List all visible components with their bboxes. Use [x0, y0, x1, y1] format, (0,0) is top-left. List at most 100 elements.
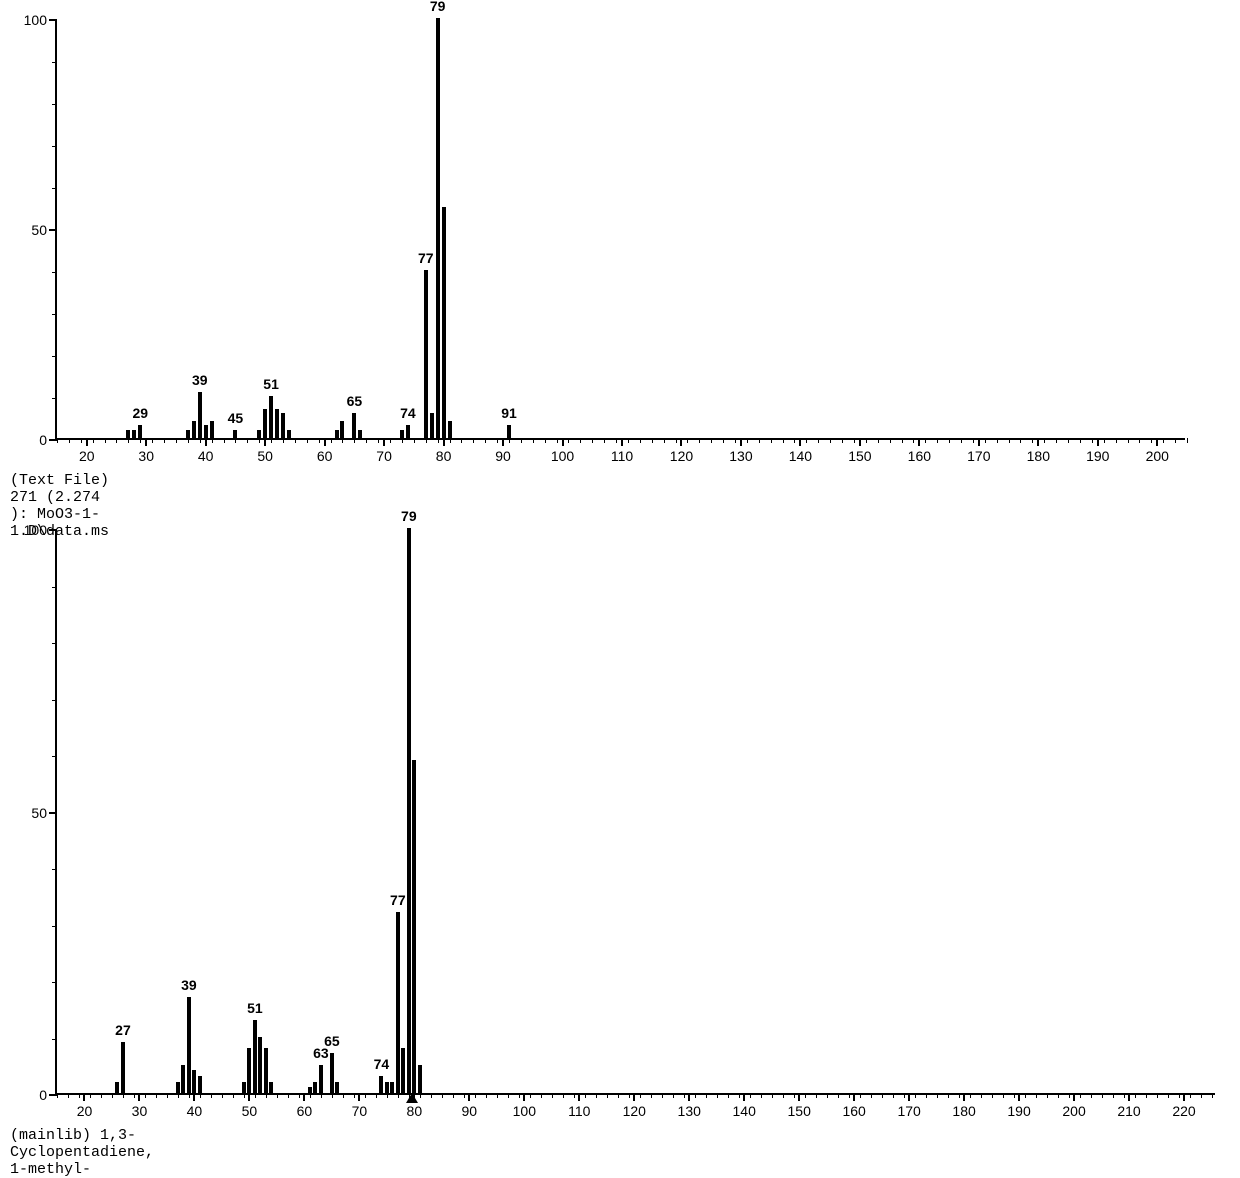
y-tick-label: 100 [24, 12, 47, 28]
x-tick-minor [310, 1093, 311, 1098]
x-tick-minor [1020, 438, 1021, 443]
x-tick-minor [332, 1093, 333, 1098]
x-tick-minor [1047, 1093, 1048, 1098]
x-tick-minor [167, 1093, 168, 1098]
top-plot-area: 0501002030405060708090100110120130140150… [55, 20, 1185, 440]
x-tick-minor [283, 438, 284, 443]
spectrum-peak [379, 1076, 383, 1093]
spectrum-peak [281, 413, 285, 438]
x-tick-minor [1163, 438, 1164, 443]
x-tick-minor [771, 438, 772, 443]
x-tick-minor [431, 1093, 432, 1098]
x-tick-minor [913, 438, 914, 443]
x-tick [859, 438, 861, 446]
x-tick-minor [728, 1093, 729, 1098]
x-tick-minor [200, 438, 201, 443]
x-tick-minor [398, 1093, 399, 1098]
x-tick-minor [1069, 1093, 1070, 1098]
x-tick-minor [970, 1093, 971, 1098]
x-tick-minor [366, 438, 367, 443]
x-tick-minor [1113, 1093, 1114, 1098]
y-tick-minor [52, 104, 57, 105]
x-tick-minor [164, 438, 165, 443]
x-tick-label: 200 [1146, 448, 1169, 464]
x-tick-minor [695, 1093, 696, 1098]
x-tick-minor [68, 1093, 69, 1098]
x-tick-minor [57, 438, 58, 443]
x-tick-minor [948, 1093, 949, 1098]
x-tick-minor [116, 438, 117, 443]
x-tick-minor [1135, 1093, 1136, 1098]
y-tick-minor [52, 926, 57, 927]
x-tick-minor [123, 1093, 124, 1098]
x-tick-minor [629, 1093, 630, 1098]
x-tick-minor [1056, 438, 1057, 443]
spectrum-peak [406, 425, 410, 438]
spectrum-peak [269, 396, 273, 438]
x-tick [908, 1093, 910, 1101]
spectrum-peak [264, 1048, 268, 1093]
x-tick-minor [580, 438, 581, 443]
peak-label: 79 [430, 0, 446, 14]
x-tick-minor [860, 1093, 861, 1098]
x-tick-label: 70 [352, 1103, 368, 1119]
x-tick-minor [365, 1093, 366, 1098]
x-tick-minor [402, 438, 403, 443]
spectrum-peak [269, 1082, 273, 1093]
x-tick-minor [1128, 438, 1129, 443]
x-tick-label: 90 [495, 448, 511, 464]
x-tick-minor [438, 438, 439, 443]
x-tick-minor [664, 438, 665, 443]
spectrum-peak [115, 1082, 119, 1093]
x-tick-minor [794, 1093, 795, 1098]
x-tick-minor [882, 1093, 883, 1098]
x-tick [740, 438, 742, 446]
x-tick-minor [1139, 438, 1140, 443]
x-tick-minor [354, 1093, 355, 1098]
x-tick-minor [1080, 1093, 1081, 1098]
x-tick-minor [628, 438, 629, 443]
x-tick-minor [331, 438, 332, 443]
x-tick-minor [1080, 438, 1081, 443]
spectrum-peak [275, 409, 279, 438]
x-tick-minor [699, 438, 700, 443]
x-tick-minor [1157, 1093, 1158, 1098]
x-tick-minor [235, 438, 236, 443]
x-tick [248, 1093, 250, 1101]
x-tick [621, 438, 623, 446]
x-tick-label: 150 [848, 448, 871, 464]
x-tick-minor [739, 1093, 740, 1098]
x-tick-minor [211, 1093, 212, 1098]
x-tick-minor [1201, 1093, 1202, 1098]
x-tick-minor [1036, 1093, 1037, 1098]
x-tick-minor [473, 438, 474, 443]
x-tick-minor [509, 438, 510, 443]
x-tick-minor [992, 1093, 993, 1098]
x-tick-minor [112, 1093, 113, 1098]
x-tick-minor [140, 438, 141, 443]
x-tick-label: 20 [79, 448, 95, 464]
x-tick [688, 1093, 690, 1101]
spectrum-peak [400, 430, 404, 438]
y-tick-label: 100 [24, 522, 47, 538]
y-tick-minor [52, 314, 57, 315]
peak-label: 91 [501, 405, 517, 421]
x-tick-minor [552, 1093, 553, 1098]
x-tick [523, 1093, 525, 1101]
x-tick-minor [189, 1093, 190, 1098]
x-tick-minor [783, 1093, 784, 1098]
y-tick-minor [52, 587, 57, 588]
x-tick-minor [806, 438, 807, 443]
y-tick-minor [52, 982, 57, 983]
x-tick-minor [530, 1093, 531, 1098]
x-tick [1183, 1093, 1185, 1101]
x-tick-minor [1044, 438, 1045, 443]
x-tick-minor [985, 438, 986, 443]
x-tick-minor [759, 438, 760, 443]
y-tick [49, 19, 57, 21]
x-tick-minor [973, 438, 974, 443]
x-tick [138, 1093, 140, 1101]
peak-label: 79 [401, 508, 417, 524]
x-tick-minor [156, 1093, 157, 1098]
x-tick-minor [830, 438, 831, 443]
